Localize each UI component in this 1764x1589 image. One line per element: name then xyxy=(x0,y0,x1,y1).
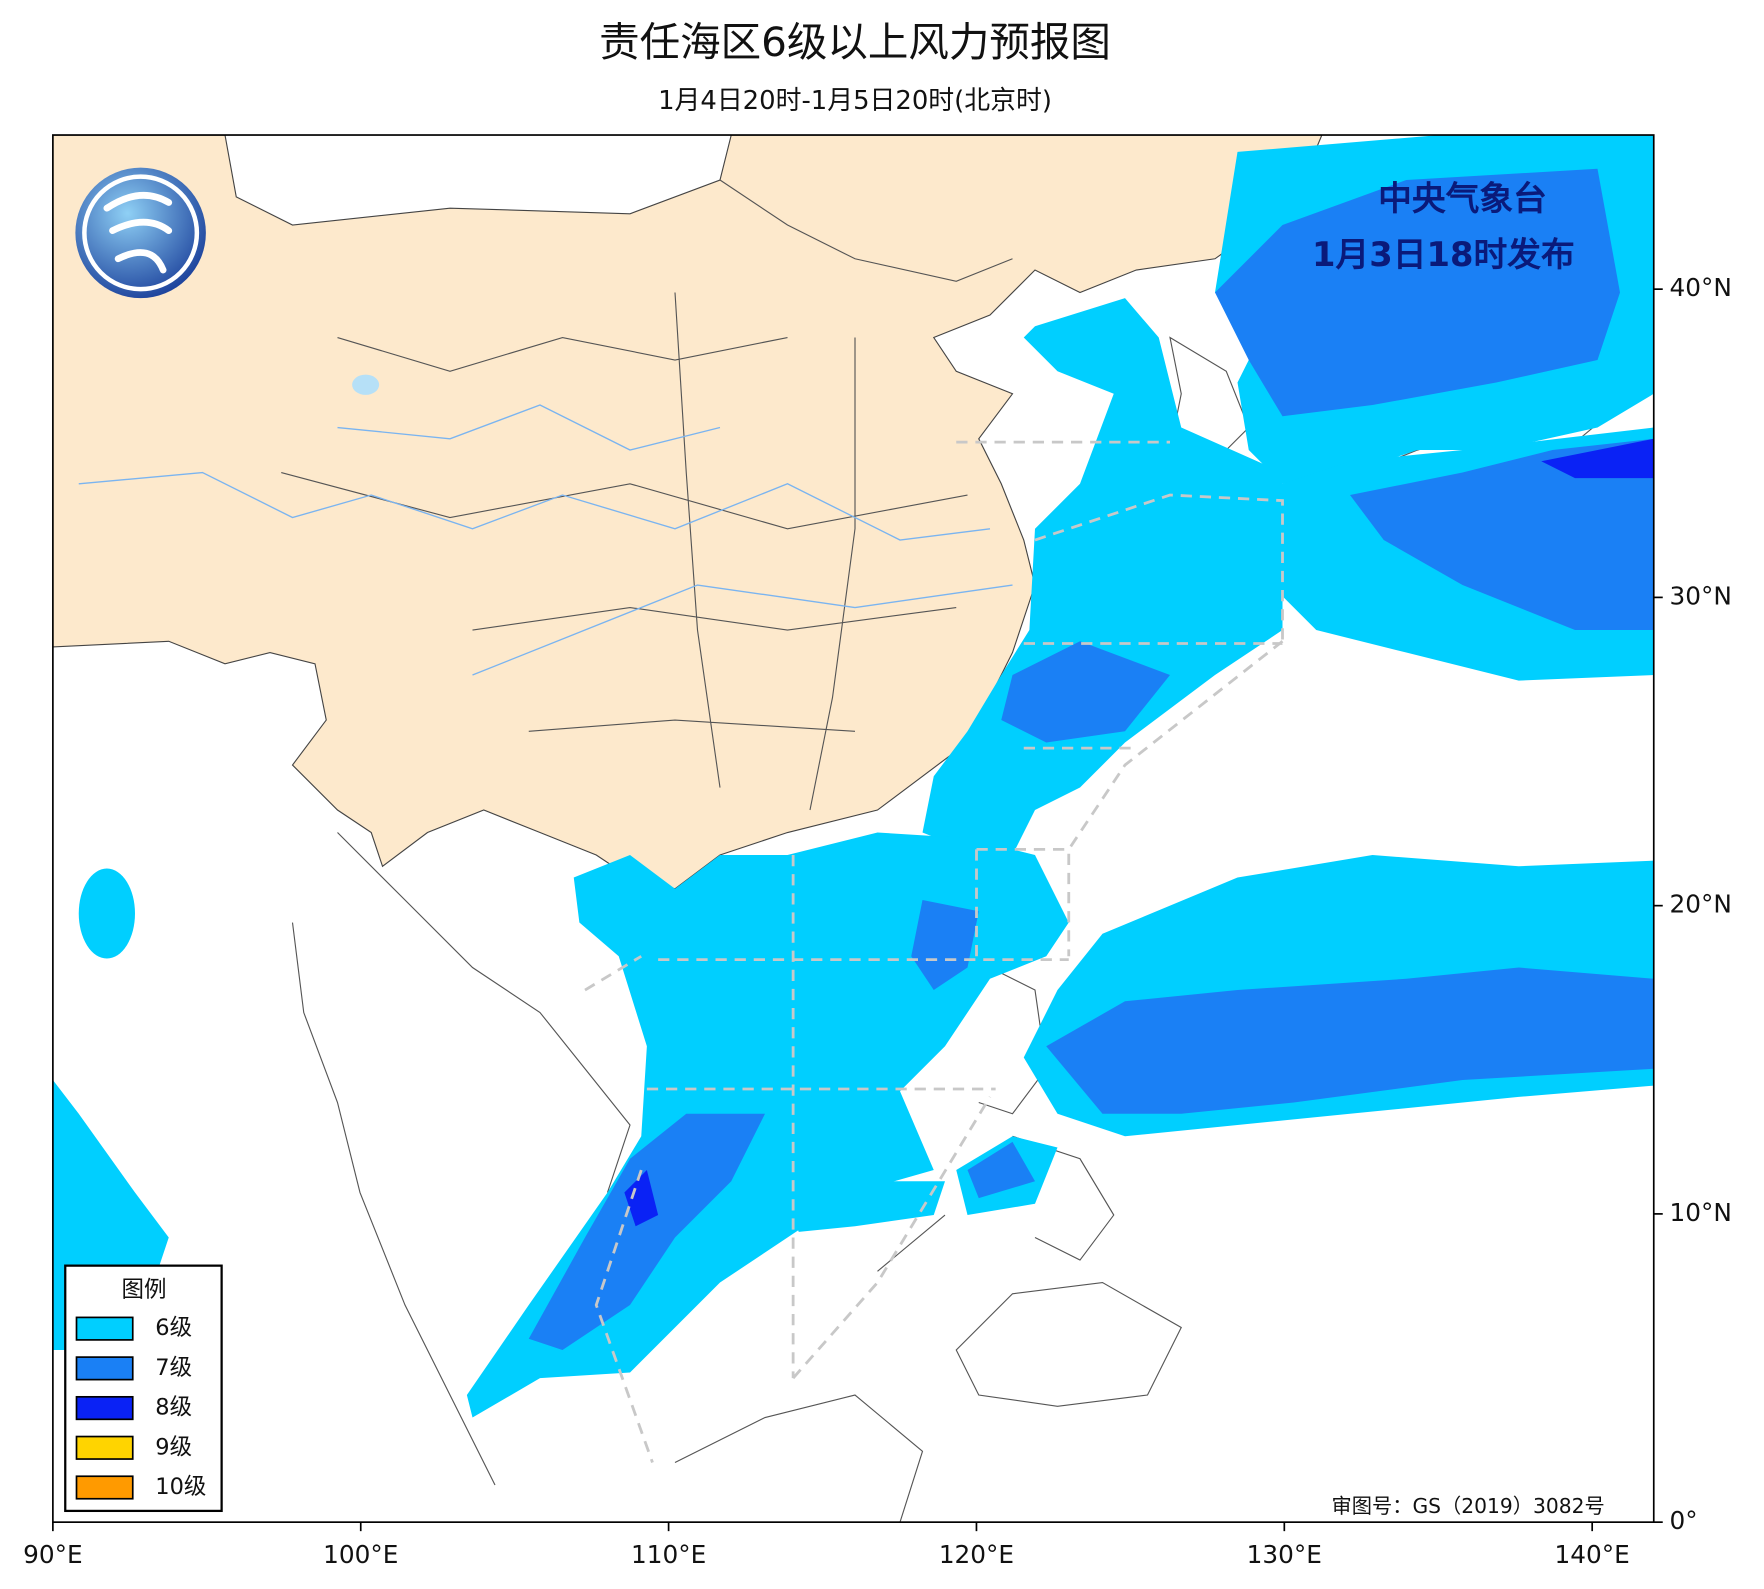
issuer-name: 中央气象台 xyxy=(1378,179,1547,218)
legend-swatch xyxy=(75,1475,134,1500)
wind-areas xyxy=(52,135,1654,1418)
legend-swatch xyxy=(75,1435,134,1460)
legend-swatch xyxy=(75,1316,134,1341)
legend-swatch xyxy=(75,1356,134,1381)
legend-label: 8级 xyxy=(155,1395,192,1421)
wind-area xyxy=(1001,641,1170,743)
sea-area-boundaries xyxy=(584,440,1284,1463)
map xyxy=(52,135,1654,1523)
x-tick-label: 110°E xyxy=(631,1540,706,1569)
approval-number: 审图号：GS（2019）3082号 xyxy=(1331,1494,1604,1518)
y-tick-label: 0° xyxy=(1670,1506,1698,1535)
legend: 图例 6级 7级 8级 9级 10级 xyxy=(64,1264,223,1513)
subtitle: 1月4日20时-1月5日20时(北京时) xyxy=(658,86,1052,116)
wind-area xyxy=(787,1181,945,1232)
wind-area xyxy=(1046,967,1654,1114)
wind-area xyxy=(78,868,135,959)
legend-label: 7级 xyxy=(155,1355,192,1381)
wind-area xyxy=(1215,168,1620,417)
x-tick-label: 130°E xyxy=(1247,1540,1322,1569)
map-frame xyxy=(52,134,1655,1523)
y-tick-label: 10°N xyxy=(1670,1198,1732,1227)
wind-area xyxy=(967,1141,1035,1199)
legend-label: 10级 xyxy=(155,1474,206,1500)
issued-time: 1月3日18时发布 xyxy=(1312,235,1575,274)
wind-area xyxy=(528,1113,765,1351)
x-tick-label: 90°E xyxy=(23,1540,83,1569)
legend-title: 图例 xyxy=(121,1277,166,1303)
wind-area xyxy=(624,1170,659,1227)
logo xyxy=(75,167,206,299)
x-tick-label: 120°E xyxy=(939,1540,1014,1569)
x-tick-label: 100°E xyxy=(323,1540,398,1569)
y-tick-label: 20°N xyxy=(1670,890,1732,919)
legend-label: 6级 xyxy=(155,1315,192,1341)
y-tick-label: 40°N xyxy=(1670,273,1732,302)
title: 责任海区6级以上风力预报图 xyxy=(599,18,1111,66)
legend-label: 9级 xyxy=(155,1434,192,1460)
wind-area xyxy=(1541,438,1654,479)
legend-swatch xyxy=(75,1395,134,1421)
y-tick-label: 30°N xyxy=(1670,581,1732,610)
wind-area xyxy=(1350,438,1654,631)
wind-area xyxy=(911,900,979,991)
x-tick-label: 140°E xyxy=(1555,1540,1630,1569)
